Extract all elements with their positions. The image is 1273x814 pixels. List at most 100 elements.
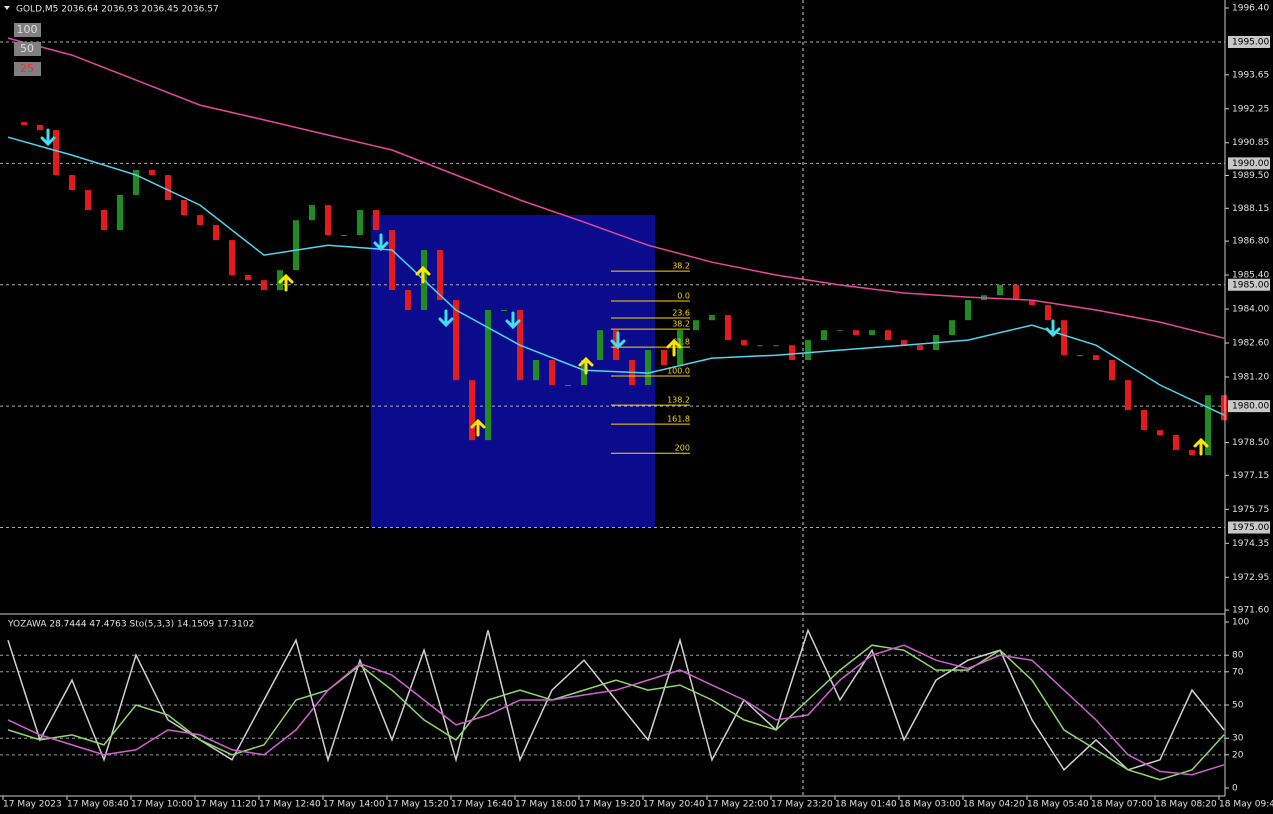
y-tick-label: 1974.35 <box>1232 539 1269 549</box>
price-bar <box>773 345 779 347</box>
price-bar <box>693 320 699 331</box>
price-level-label: 1990.00 <box>1232 159 1269 169</box>
x-tick-label: 17 May 20:40 <box>643 800 705 810</box>
price-bar <box>245 275 251 281</box>
price-level-label: 1975.00 <box>1232 523 1269 533</box>
scale-button-label[interactable]: 50 <box>20 42 34 55</box>
price-bar <box>261 280 267 291</box>
y-tick-label: 30 <box>1232 734 1244 744</box>
price-bar <box>757 345 763 347</box>
price-bar <box>85 190 91 210</box>
y-tick-label: 1982.60 <box>1232 339 1269 349</box>
x-tick-label: 18 May 01:40 <box>835 800 897 810</box>
price-level-box <box>1228 278 1270 291</box>
price-level-label: 1985.00 <box>1232 280 1269 290</box>
x-tick-label: 17 May 18:00 <box>515 800 577 810</box>
y-tick-label: 20 <box>1232 750 1244 760</box>
price-bar <box>821 330 827 341</box>
signal-arrows <box>40 128 1209 456</box>
y-tick-label: 1992.25 <box>1232 104 1269 114</box>
price-bar <box>1205 395 1211 456</box>
up-arrow <box>666 338 682 357</box>
price-bar <box>1109 360 1115 381</box>
price-bar <box>965 300 971 321</box>
price-bar <box>485 310 491 441</box>
x-tick-label: 18 May 05:40 <box>1027 800 1089 810</box>
up-arrow <box>578 356 594 375</box>
x-tick-label: 17 May 23:20 <box>771 800 833 810</box>
price-bar <box>229 240 235 276</box>
price-bar <box>501 310 507 312</box>
price-level-box <box>1228 400 1270 413</box>
price-bar <box>53 130 59 176</box>
down-arrow <box>438 309 454 328</box>
price-bar <box>181 200 187 216</box>
fib-label: 61.8 <box>672 338 690 347</box>
price-bar <box>117 194 123 231</box>
price-bar <box>645 350 651 386</box>
y-tick-label: 1985.40 <box>1232 271 1269 281</box>
scale-button[interactable] <box>14 23 41 37</box>
fib-label: 100.0 <box>667 367 690 376</box>
price-bar <box>789 345 795 361</box>
x-tick-label: 17 May 10:00 <box>131 800 193 810</box>
down-arrow <box>40 128 56 147</box>
y-tick-label: 50 <box>1232 701 1244 711</box>
price-bar <box>213 225 219 241</box>
x-tick-label: 17 May 12:40 <box>259 800 321 810</box>
scale-button-label[interactable]: 100 <box>17 23 38 36</box>
price-level-label: 1980.00 <box>1232 402 1269 412</box>
price-bar <box>1125 380 1131 411</box>
price-bar <box>949 320 955 336</box>
price-level-label: 1995.00 <box>1232 37 1269 47</box>
price-bar <box>1045 305 1051 321</box>
fib-label: 38.2 <box>672 262 690 271</box>
up-arrow <box>278 273 294 292</box>
price-bar <box>1141 410 1147 431</box>
price-bar <box>853 330 859 336</box>
indicator-line <box>7 644 1225 781</box>
price-bar <box>1189 450 1195 456</box>
up-arrow <box>470 418 486 437</box>
price-bar <box>901 340 907 346</box>
price-bar <box>341 234 347 236</box>
fib-label: 200 <box>675 444 690 453</box>
menu-triangle[interactable] <box>4 6 10 10</box>
plot-layer <box>0 7 1229 789</box>
y-tick-label: 1971.60 <box>1232 606 1269 616</box>
price-bar <box>373 209 379 231</box>
price-bar <box>581 360 587 386</box>
y-tick-label: 1990.85 <box>1232 138 1269 148</box>
price-bar <box>293 220 299 271</box>
x-tick-label: 17 May 16:40 <box>451 800 513 810</box>
symbol-header: GOLD,M5 2036.64 2036.93 2036.45 2036.57 <box>16 5 219 15</box>
price-bar <box>597 330 603 361</box>
up-arrow <box>1193 437 1209 456</box>
y-tick-label: 1975.75 <box>1232 505 1269 515</box>
price-bar <box>885 330 891 341</box>
y-tick-label: 1993.65 <box>1232 70 1269 80</box>
price-bar <box>1093 355 1099 361</box>
price-bar <box>1077 355 1083 357</box>
price-level-box <box>1228 157 1270 170</box>
price-bar <box>437 250 443 301</box>
price-level-box <box>1228 35 1270 48</box>
y-tick-label: 100 <box>1232 617 1249 627</box>
y-tick-label: 1972.95 <box>1232 573 1269 583</box>
scale-button[interactable] <box>14 42 41 56</box>
x-tick-label: 18 May 04:20 <box>963 800 1025 810</box>
price-bar <box>565 385 571 387</box>
scale-button-label[interactable]: 25 <box>20 62 34 75</box>
scale-button[interactable] <box>14 62 41 76</box>
price-bar <box>325 205 331 235</box>
price-bar <box>405 290 411 311</box>
y-tick-label: 80 <box>1232 651 1244 661</box>
fib-label: 161.8 <box>667 415 690 424</box>
price-bar <box>165 175 171 201</box>
price-bar <box>197 215 203 226</box>
price-bar <box>805 340 811 361</box>
indicator-line <box>7 644 1225 776</box>
price-bar <box>997 285 1003 296</box>
price-bar <box>37 125 43 131</box>
x-tick-label: 18 May 08:20 <box>1155 800 1217 810</box>
